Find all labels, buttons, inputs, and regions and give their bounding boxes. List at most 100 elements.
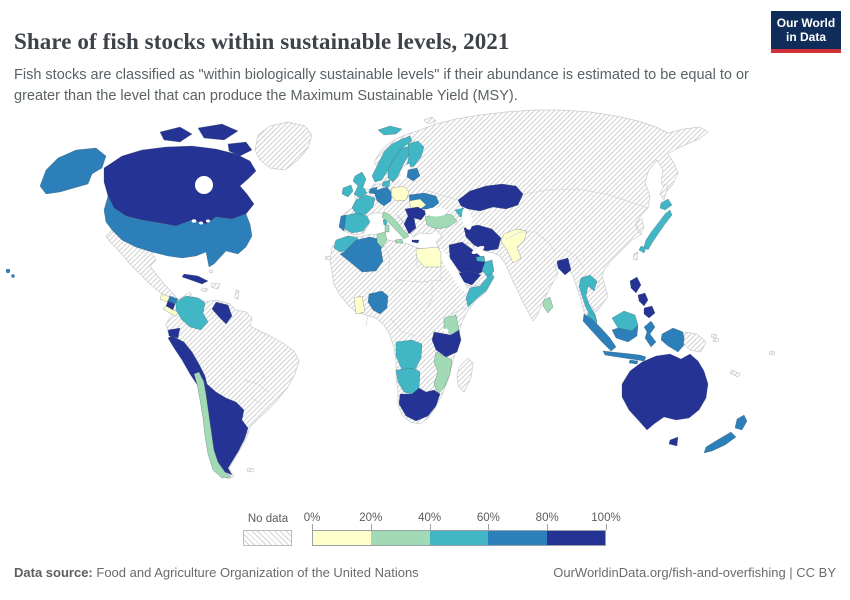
country-japan-hokkaido[interactable]: [659, 198, 673, 211]
country-png-islands[interactable]: [710, 333, 718, 339]
legend-bin-20-40%[interactable]: [371, 531, 430, 545]
legend-bin-0-20%[interactable]: [313, 531, 372, 545]
footer-link[interactable]: OurWorldinData.org/fish-and-overfishing …: [553, 565, 836, 580]
country-kazakhstan[interactable]: [457, 183, 524, 212]
country-falkland-islands[interactable]: [246, 467, 255, 473]
country-svalbard[interactable]: [423, 116, 437, 125]
country-canada-arctic-3[interactable]: [227, 141, 253, 157]
country-denmark[interactable]: [381, 179, 391, 188]
country-malaysia-borneo[interactable]: [611, 310, 639, 332]
country-tasmania[interactable]: [668, 436, 679, 447]
country-sardinia[interactable]: [384, 224, 390, 233]
legend-tick-label-60%: 60%: [476, 512, 500, 524]
country-iran[interactable]: [463, 224, 502, 252]
country-iceland[interactable]: [377, 125, 403, 136]
country-greece-bulgaria[interactable]: [403, 206, 428, 235]
country-crete[interactable]: [411, 239, 420, 244]
legend-tick-mark-40%: [429, 524, 431, 530]
country-bahamas[interactable]: [208, 269, 214, 274]
country-nigeria[interactable]: [367, 290, 389, 315]
country-pakistan[interactable]: [500, 228, 528, 264]
country-united-states[interactable]: [103, 195, 253, 268]
country-taiwan[interactable]: [632, 251, 639, 261]
country-bangladesh[interactable]: [556, 257, 572, 276]
country-eurasia-no-data[interactable]: [340, 109, 709, 329]
country-tanzania[interactable]: [431, 329, 462, 358]
country-finland[interactable]: [405, 140, 425, 169]
country-baltic-states[interactable]: [406, 167, 421, 182]
country-romania[interactable]: [408, 198, 427, 211]
country-fiji[interactable]: [768, 350, 776, 356]
country-colombia[interactable]: [175, 295, 209, 331]
country-australia[interactable]: [621, 353, 709, 431]
country-canada-arctic-2[interactable]: [197, 123, 239, 141]
country-alaska[interactable]: [39, 147, 107, 195]
country-sicily[interactable]: [394, 238, 404, 244]
country-norway[interactable]: [371, 135, 413, 183]
country-angola[interactable]: [395, 339, 423, 371]
country-canary-islands[interactable]: [324, 255, 332, 261]
legend-ticks: 0% 20% 40% 60% 80% 100%: [304, 512, 621, 530]
country-sweden[interactable]: [387, 145, 411, 183]
legend-no-data-swatch[interactable]: [243, 530, 292, 546]
country-united-kingdom[interactable]: [352, 171, 368, 199]
country-indonesia-sulawesi[interactable]: [643, 320, 657, 348]
country-portugal[interactable]: [338, 214, 347, 232]
country-uae[interactable]: [475, 255, 486, 263]
country-somalia[interactable]: [465, 272, 495, 308]
country-algeria[interactable]: [339, 236, 384, 273]
country-poland[interactable]: [390, 185, 410, 202]
country-philippines-mindanao[interactable]: [643, 305, 656, 319]
country-tunisia[interactable]: [376, 231, 388, 249]
country-mexico[interactable]: [105, 229, 194, 304]
country-south-africa[interactable]: [398, 387, 441, 422]
country-indonesia-java[interactable]: [602, 350, 647, 362]
country-mozambique-zimbabwe[interactable]: [433, 351, 453, 395]
country-solomon-islands[interactable]: [712, 337, 720, 343]
country-greenland[interactable]: [254, 121, 313, 171]
country-cuba[interactable]: [181, 273, 209, 285]
country-japan-kyushu[interactable]: [638, 245, 647, 254]
country-indonesia-sunda-1[interactable]: [628, 359, 639, 365]
country-germany[interactable]: [374, 186, 393, 207]
country-new-caledonia[interactable]: [729, 369, 741, 378]
country-canada[interactable]: [103, 145, 257, 227]
legend-tick-label-100%: 100%: [591, 512, 621, 524]
country-costa-rica-panama[interactable]: [162, 305, 179, 317]
country-lesser-antilles[interactable]: [234, 289, 240, 300]
legend-bin-80-100%[interactable]: [546, 531, 606, 545]
country-hawaii-1[interactable]: [5, 268, 11, 274]
country-sakhalin[interactable]: [659, 183, 669, 201]
country-sri-lanka[interactable]: [542, 296, 554, 314]
country-france[interactable]: [351, 194, 376, 217]
country-indonesia-kalimantan[interactable]: [611, 324, 639, 343]
country-indonesia-sumatra[interactable]: [582, 313, 617, 352]
country-hawaii-2[interactable]: [11, 274, 15, 278]
country-guatemala[interactable]: [159, 293, 171, 303]
country-canada-arctic-1[interactable]: [159, 126, 193, 143]
footer-source: Data source: Food and Agriculture Organi…: [14, 565, 419, 580]
country-ghana[interactable]: [353, 295, 366, 315]
country-indonesia-papua[interactable]: [660, 327, 686, 353]
country-philippines-visayas[interactable]: [637, 292, 649, 307]
country-hispaniola[interactable]: [210, 282, 221, 290]
country-new-zealand-south[interactable]: [703, 431, 737, 454]
country-thailand[interactable]: [578, 274, 598, 323]
country-madagascar[interactable]: [456, 357, 474, 393]
country-papua-new-guinea[interactable]: [683, 331, 707, 353]
country-italy[interactable]: [381, 211, 410, 240]
country-argentina[interactable]: [203, 381, 249, 476]
country-ireland[interactable]: [341, 184, 354, 198]
country-philippines-luzon[interactable]: [629, 276, 642, 294]
country-ecuador[interactable]: [167, 327, 181, 339]
black-sea: [425, 207, 447, 217]
legend-tick-mark-60%: [488, 524, 490, 530]
country-venezuela[interactable]: [211, 301, 233, 325]
owid-logo[interactable]: Our World in Data: [771, 11, 841, 53]
country-jamaica[interactable]: [200, 287, 209, 293]
country-korea[interactable]: [635, 218, 645, 234]
country-japan-honshu[interactable]: [643, 209, 673, 251]
legend-bin-40-60%[interactable]: [429, 531, 489, 545]
legend-bin-60-80%[interactable]: [488, 531, 547, 545]
country-new-zealand-north[interactable]: [734, 414, 748, 431]
